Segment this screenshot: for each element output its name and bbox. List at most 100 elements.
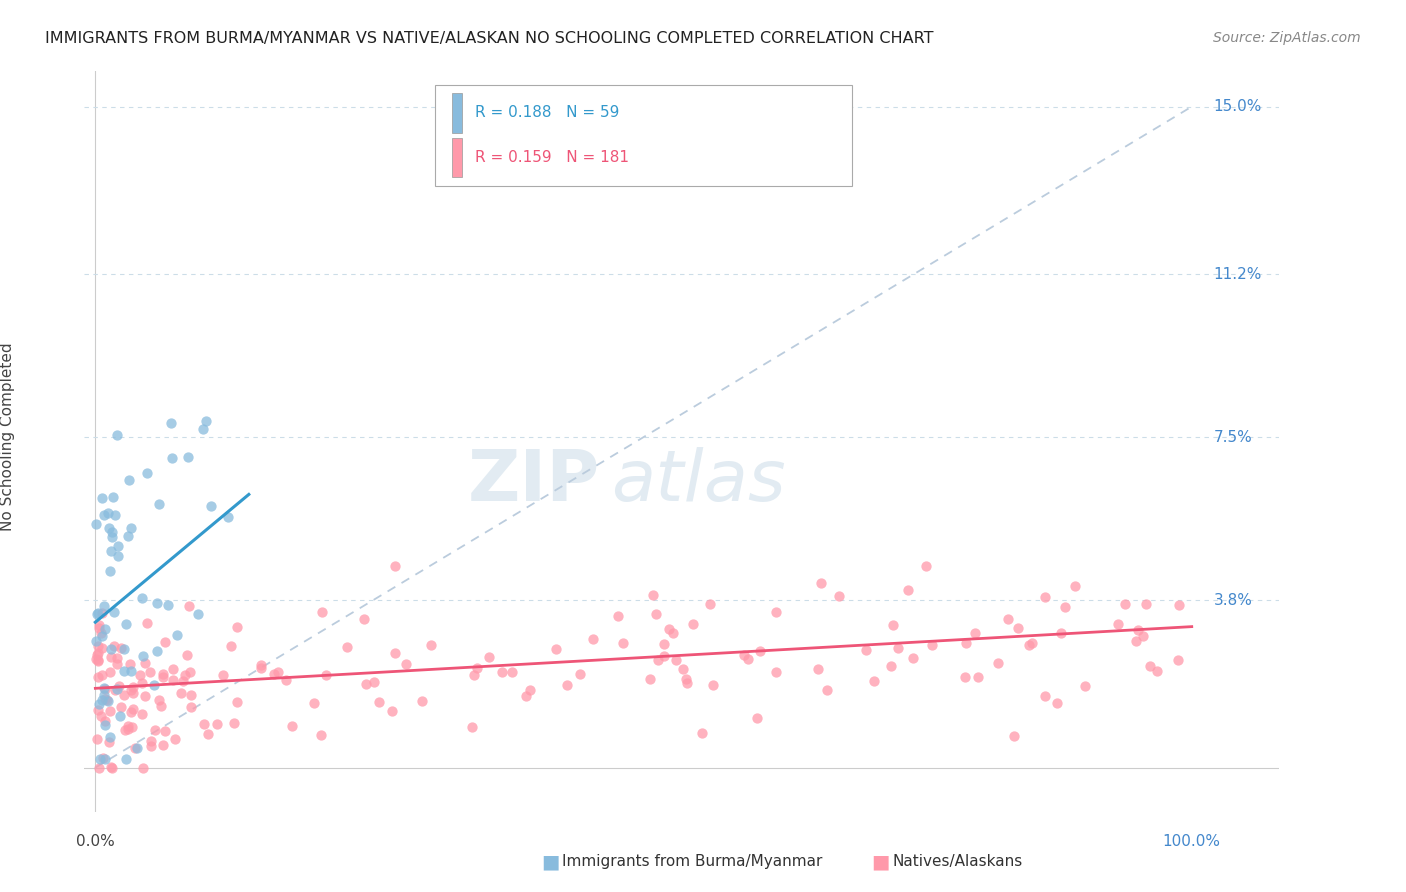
Point [125,741,148,756]
Point [1033,690,1056,704]
Point [180,688,202,702]
Point [644,607,666,621]
Point [150,698,173,713]
Point [1074,679,1097,693]
Point [107,657,129,671]
Point [249,661,271,675]
Text: 3.8%: 3.8% [1213,592,1253,607]
Point [100,760,122,774]
Point [222,715,245,730]
Point [134,690,156,704]
Point [115,616,138,631]
Point [117,529,139,543]
Point [699,598,721,612]
Point [963,626,986,640]
Text: 0.0%: 0.0% [76,834,115,849]
Point [1132,629,1154,643]
Point [91,668,114,682]
Point [87,670,110,684]
Point [501,665,523,680]
Point [1126,624,1149,638]
Point [1125,634,1147,648]
Point [145,596,167,610]
Point [652,637,675,651]
Point [131,676,153,690]
Point [112,664,135,678]
Point [165,731,187,746]
Point [180,699,202,714]
Point [1007,621,1029,635]
Point [643,588,665,602]
Point [100,544,122,558]
Point [747,711,769,725]
Text: Source: ZipAtlas.com: Source: ZipAtlas.com [1213,31,1361,45]
Point [384,646,406,660]
Point [152,666,174,681]
Point [249,657,271,672]
Point [105,651,128,665]
Point [863,673,886,688]
Point [170,686,193,700]
Point [274,673,297,688]
Text: ■: ■ [541,852,560,871]
Point [108,679,131,693]
Point [87,703,110,717]
Point [281,719,304,733]
Point [160,416,183,430]
Point [97,521,120,535]
Point [311,605,333,619]
Point [87,646,110,660]
Point [107,540,129,554]
Point [478,649,501,664]
Point [131,591,153,605]
Point [143,678,166,692]
Point [606,609,628,624]
Point [118,657,141,671]
Point [131,761,153,775]
Point [748,644,770,658]
Point [101,490,124,504]
Point [100,649,122,664]
Point [94,691,117,706]
Point [91,491,114,505]
Point [1002,729,1025,743]
Point [1033,590,1056,604]
Point [101,525,124,540]
Point [463,667,485,681]
Point [815,683,838,698]
Point [100,665,122,679]
Point [193,717,215,731]
Point [219,639,242,653]
Text: Immigrants from Burma/Myanmar: Immigrants from Burma/Myanmar [562,855,823,869]
Point [114,723,136,738]
Point [176,648,198,663]
Text: IMMIGRANTS FROM BURMA/MYANMAR VS NATIVE/ALASKAN NO SCHOOLING COMPLETED CORRELATI: IMMIGRANTS FROM BURMA/MYANMAR VS NATIVE/… [45,31,934,46]
Point [139,665,162,680]
Point [1021,636,1043,650]
Text: 100.0%: 100.0% [1163,834,1220,849]
Point [353,612,375,626]
Point [354,676,377,690]
Point [212,667,235,681]
Text: ZIP: ZIP [467,447,600,516]
Point [828,589,851,603]
Point [94,714,117,728]
Point [302,696,325,710]
Point [737,652,759,666]
Point [880,658,903,673]
Point [91,750,114,764]
Point [87,761,110,775]
Point [155,635,177,649]
Point [90,641,112,656]
Point [87,606,110,620]
Point [1168,598,1191,612]
Point [97,506,120,520]
Point [87,654,110,668]
Point [187,607,209,622]
Point [122,702,145,716]
Point [103,639,125,653]
Point [120,521,142,535]
Point [1167,653,1189,667]
Point [953,670,976,684]
Point [121,720,143,734]
